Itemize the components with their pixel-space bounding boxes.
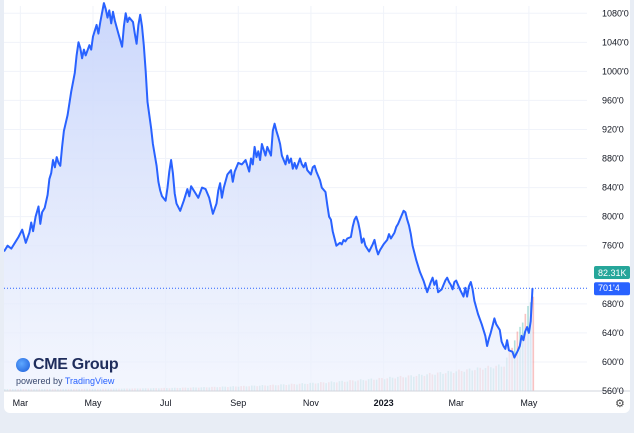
y-tick-label: 800'0 (602, 212, 624, 222)
time-axis[interactable]: Mar May Jul Sep Nov 2023 Mar May (13, 398, 538, 408)
y-tick-label: 1080'0 (602, 8, 629, 18)
last-price-badge: 701'4 (594, 282, 630, 296)
y-tick-label: 960'0 (602, 95, 624, 105)
volume-badge-text: 82.31K (598, 268, 627, 278)
x-tick-label: Nov (303, 398, 320, 408)
x-tick-label: Mar (448, 398, 464, 408)
price-area-fill (4, 3, 533, 391)
x-tick-label: May (84, 398, 102, 408)
price-axis[interactable]: 1080'0 1040'0 1000'0 960'0 920'0 880'0 840'0 80… (602, 8, 629, 396)
provider-name[interactable]: TradingView (64, 376, 115, 386)
y-tick-label: 640'0 (602, 328, 624, 338)
price-line (4, 2, 534, 359)
y-tick-label: 920'0 (602, 124, 624, 134)
y-tick-label: 760'0 (602, 241, 624, 251)
y-tick-label: 600'0 (602, 357, 624, 367)
y-tick-label: 840'0 (602, 183, 624, 193)
logo-name: CME Group (16, 356, 119, 374)
y-tick-label: 1040'0 (602, 37, 629, 47)
powered-by-text: powered by (16, 376, 63, 386)
brand-name: CME Group (33, 356, 119, 373)
x-tick-label: Sep (230, 398, 246, 408)
last-price-badge-text: 701'4 (598, 283, 620, 293)
y-tick-label: 560'0 (602, 386, 624, 396)
x-tick-label: Jul (160, 398, 172, 408)
x-tick-label: 2023 (374, 398, 394, 408)
price-chart[interactable]: 1080'0 1040'0 1000'0 960'0 920'0 880'0 840'0 80… (4, 0, 630, 413)
x-tick-label: May (520, 398, 538, 408)
powered-by: powered by TradingView (16, 376, 118, 386)
y-tick-label: 880'0 (602, 154, 624, 164)
globe-icon (16, 358, 30, 372)
x-tick-label: Mar (13, 398, 29, 408)
settings-gear-icon[interactable]: ⚙ (615, 398, 625, 410)
y-tick-label: 1000'0 (602, 66, 629, 76)
cme-group-logo[interactable]: CME Group powered by TradingView (16, 356, 119, 386)
y-tick-label: 680'0 (602, 299, 624, 309)
volume-badge: 82.31K (594, 266, 630, 279)
volume-bar (532, 296, 535, 391)
chart-panel: 1080'0 1040'0 1000'0 960'0 920'0 880'0 840'0 80… (4, 0, 630, 413)
